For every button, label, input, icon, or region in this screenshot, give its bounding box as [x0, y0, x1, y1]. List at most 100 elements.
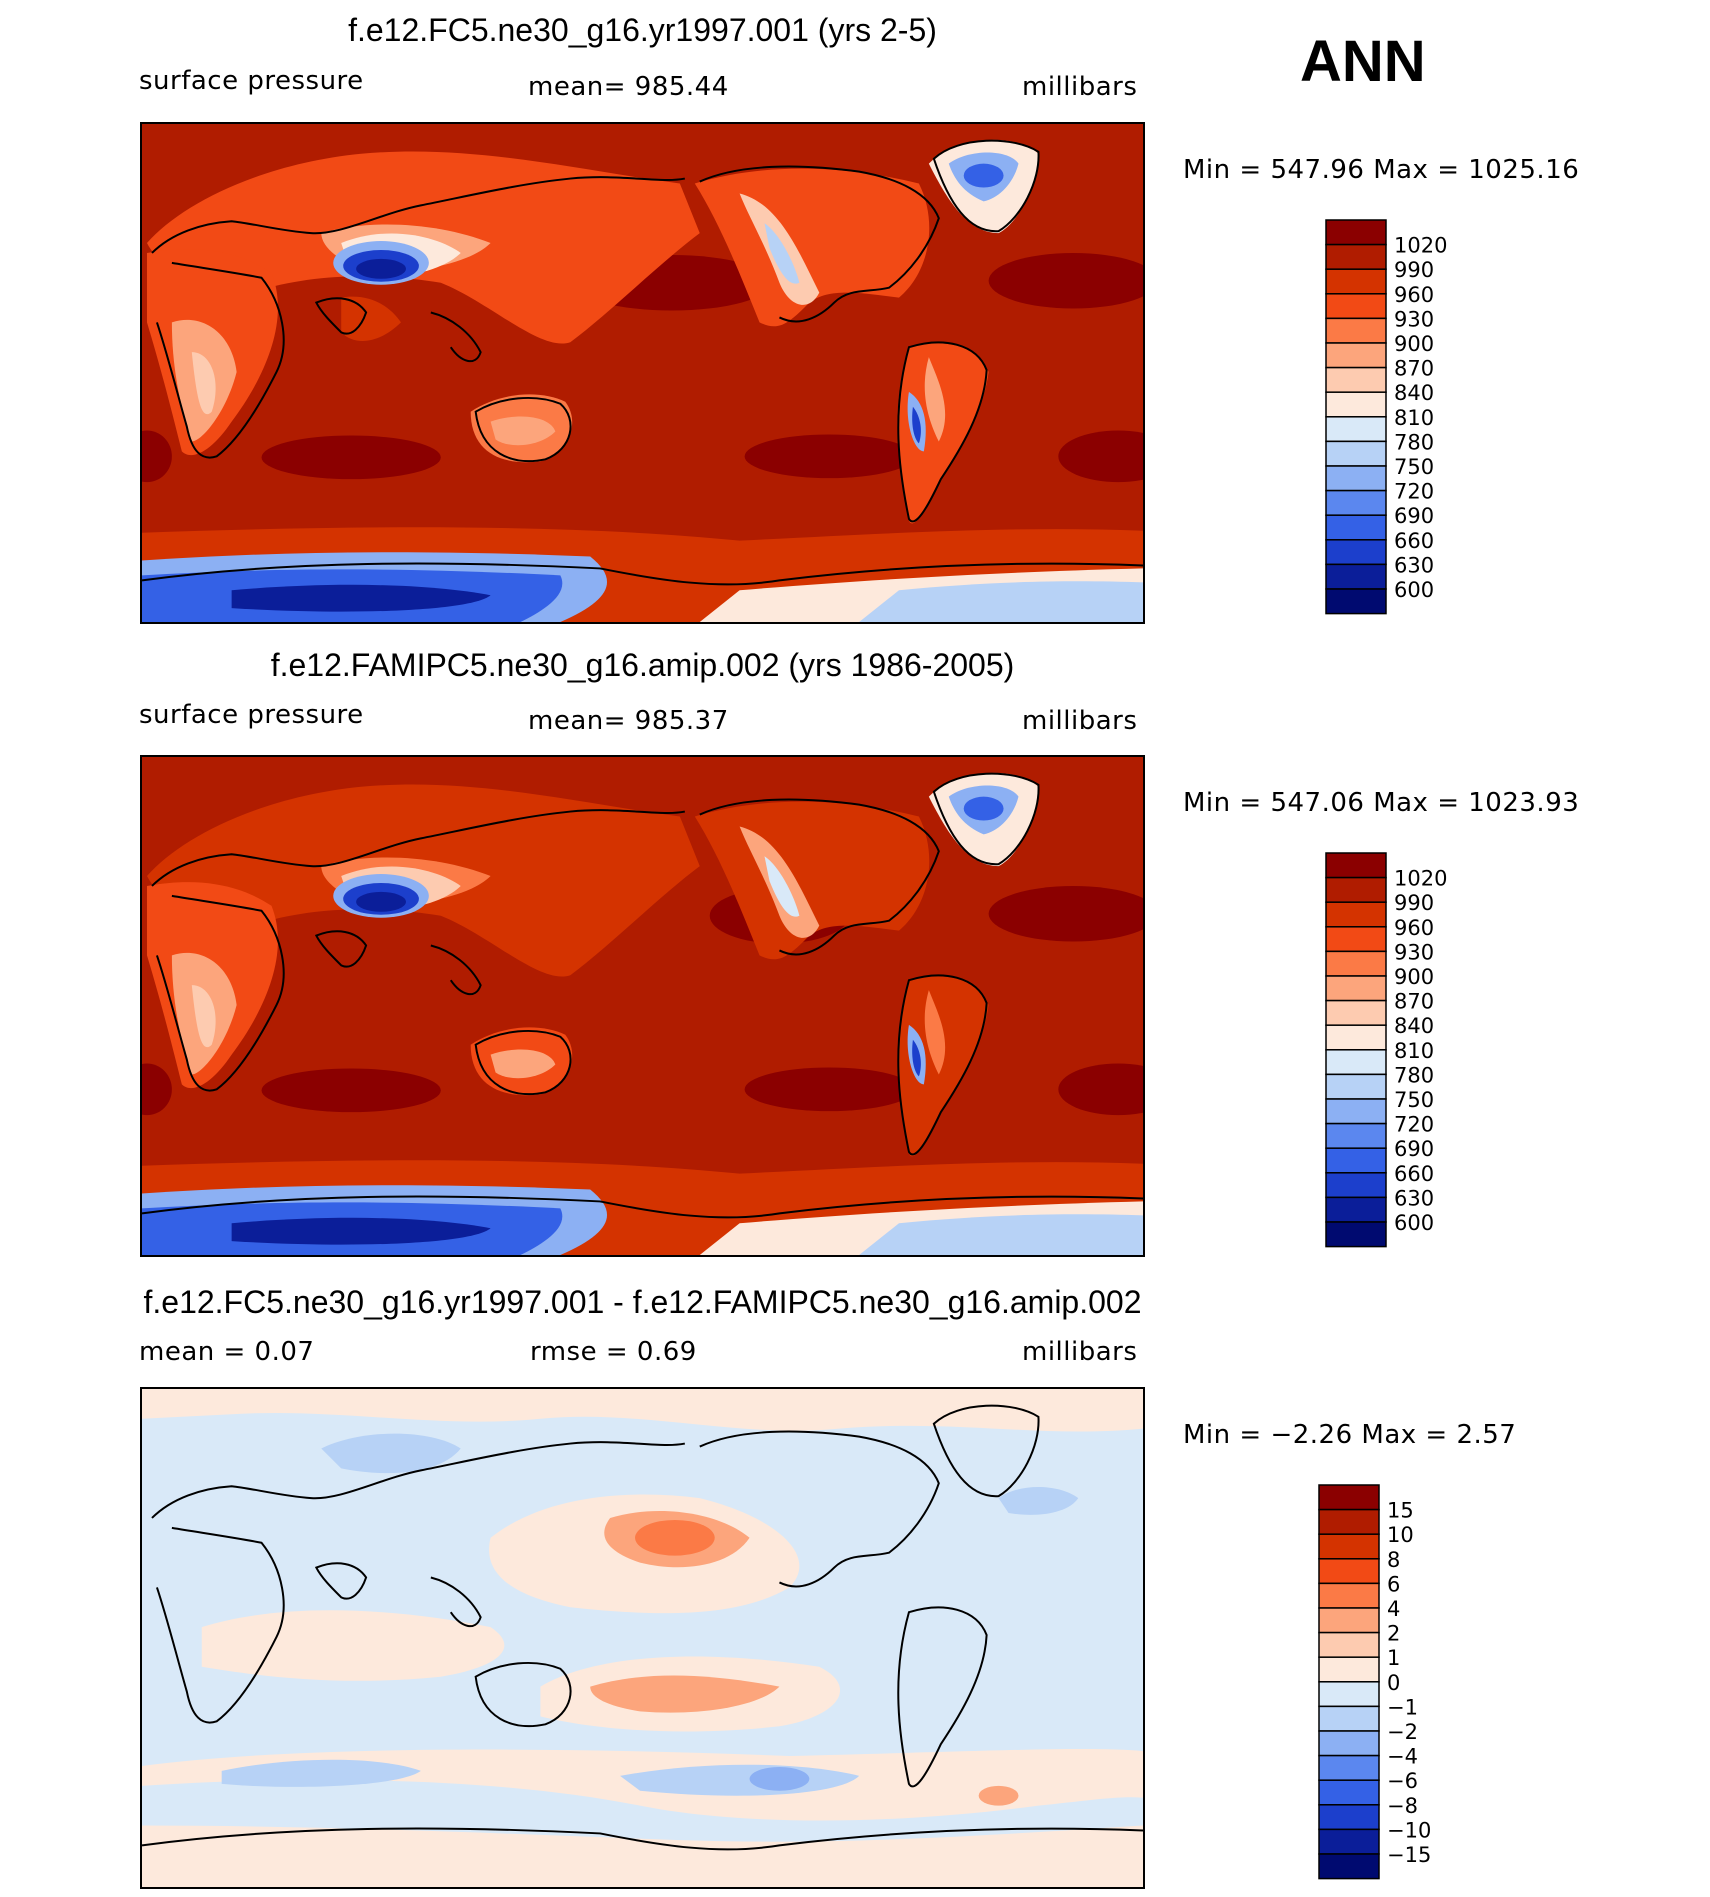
colorbar-tick-label: 1020	[1394, 867, 1447, 891]
colorbar-box	[1318, 1484, 1380, 1511]
colorbar-tick-label: 690	[1394, 1137, 1434, 1161]
colorbar-box	[1325, 999, 1387, 1026]
panel1-colorbar: 1020 990 960 930 900 870 840 810 780 750 720 690 660…	[1325, 219, 1486, 622]
panel2-colorbar: 1020 990 960 930 900 870 840 810 780 750 720 690 660…	[1325, 852, 1486, 1255]
colorbar-tick-label: 600	[1394, 578, 1434, 602]
colorbar-tick-label: 810	[1394, 1039, 1434, 1063]
colorbar-box	[1318, 1804, 1380, 1831]
colorbar-box	[1325, 1221, 1387, 1248]
colorbar-box	[1318, 1730, 1380, 1757]
colorbar-box	[1325, 1196, 1387, 1223]
colorbar-tick-label: 750	[1394, 1088, 1434, 1112]
colorbar-tick-label: −8	[1387, 1794, 1418, 1818]
colorbar-box	[1325, 1122, 1387, 1149]
colorbar-box	[1325, 416, 1387, 443]
colorbar-tick-label: −1	[1387, 1695, 1418, 1719]
colorbar-tick-label: −4	[1387, 1745, 1418, 1769]
colorbar-tick-label: 4	[1387, 1597, 1400, 1621]
colorbar-box	[1318, 1705, 1380, 1732]
colorbar-box	[1318, 1656, 1380, 1683]
colorbar-tick-label: 15	[1387, 1499, 1414, 1523]
panel1-minmax-label: Min = 547.96 Max = 1025.16	[1183, 155, 1580, 185]
colorbar-tick-label: 10	[1387, 1523, 1414, 1547]
panel3-units-label: millibars	[1022, 1337, 1138, 1367]
colorbar-box	[1325, 293, 1387, 320]
colorbar-tick-label: 900	[1394, 965, 1434, 989]
colorbar-box	[1325, 588, 1387, 615]
panel3-mean-label: mean = 0.07	[139, 1337, 315, 1367]
colorbar-tick-label: −6	[1387, 1769, 1418, 1793]
season-label: ANN	[1300, 29, 1426, 94]
panel3-difference-map	[140, 1387, 1145, 1889]
colorbar-tick-label: 960	[1394, 283, 1434, 307]
colorbar-tick-label: 810	[1394, 406, 1434, 430]
panel1-title: f.e12.FC5.ne30_g16.yr1997.001 (yrs 2-5)	[348, 12, 937, 48]
colorbar-box	[1318, 1582, 1380, 1609]
colorbar-tick-label: 930	[1394, 307, 1434, 331]
colorbar-tick-label: 870	[1394, 357, 1434, 381]
colorbar-box	[1325, 1147, 1387, 1174]
colorbar-tick-label: 8	[1387, 1548, 1400, 1572]
colorbar-box	[1325, 926, 1387, 953]
colorbar-box	[1318, 1607, 1380, 1634]
colorbar-box	[1325, 1024, 1387, 1051]
colorbar-tick-label: 0	[1387, 1671, 1400, 1695]
colorbar-box	[1325, 1049, 1387, 1076]
colorbar-box	[1318, 1853, 1380, 1880]
colorbar-tick-label: 960	[1394, 916, 1434, 940]
panel1-variable-label: surface pressure	[139, 66, 364, 96]
panel2-title: f.e12.FAMIPC5.ne30_g16.amip.002 (yrs 198…	[270, 647, 1015, 683]
colorbar-box	[1325, 391, 1387, 418]
colorbar-tick-label: 690	[1394, 504, 1434, 528]
colorbar-tick-label: 900	[1394, 332, 1434, 356]
colorbar-box	[1325, 514, 1387, 541]
panel3-minmax-label: Min = −2.26 Max = 2.57	[1183, 1420, 1517, 1450]
colorbar-tick-label: 990	[1394, 258, 1434, 282]
colorbar-box	[1318, 1558, 1380, 1585]
colorbar-box	[1325, 243, 1387, 270]
colorbar-box	[1325, 342, 1387, 369]
colorbar-tick-label: 720	[1394, 1113, 1434, 1137]
colorbar-box	[1325, 489, 1387, 516]
colorbar-tick-label: 870	[1394, 990, 1434, 1014]
colorbar-box	[1325, 975, 1387, 1002]
panel1-units-label: millibars	[1022, 72, 1138, 102]
colorbar-tick-label: −15	[1387, 1843, 1431, 1867]
colorbar-box	[1325, 901, 1387, 928]
panel2-mean-label: mean= 985.37	[528, 706, 729, 736]
colorbar-tick-label: 750	[1394, 455, 1434, 479]
colorbar-tick-label: 720	[1394, 480, 1434, 504]
colorbar-box	[1325, 539, 1387, 566]
colorbar-box	[1318, 1754, 1380, 1781]
panel3-rmse-label: rmse = 0.69	[530, 1337, 697, 1367]
colorbar-box	[1325, 440, 1387, 467]
colorbar-box	[1325, 219, 1387, 246]
colorbar-tick-label: 600	[1394, 1211, 1434, 1235]
colorbar-tick-label: 660	[1394, 529, 1434, 553]
colorbar-tick-label: 6	[1387, 1572, 1400, 1596]
panel3-title: f.e12.FC5.ne30_g16.yr1997.001 - f.e12.FA…	[143, 1284, 1142, 1320]
colorbar-box	[1325, 366, 1387, 393]
colorbar-box	[1325, 465, 1387, 492]
panel1-map	[140, 122, 1145, 624]
colorbar-box	[1325, 563, 1387, 590]
colorbar-box	[1325, 268, 1387, 295]
colorbar-tick-label: 840	[1394, 1014, 1434, 1038]
colorbar-tick-label: 1	[1387, 1646, 1400, 1670]
colorbar-box	[1318, 1779, 1380, 1806]
colorbar-box	[1325, 876, 1387, 903]
panel2-variable-label: surface pressure	[139, 700, 364, 730]
colorbar-tick-label: −2	[1387, 1720, 1418, 1744]
colorbar-box	[1325, 852, 1387, 879]
colorbar-tick-label: 990	[1394, 891, 1434, 915]
colorbar-tick-label: 660	[1394, 1162, 1434, 1186]
colorbar-box	[1325, 1172, 1387, 1199]
colorbar-box	[1318, 1828, 1380, 1855]
panel2-units-label: millibars	[1022, 706, 1138, 736]
colorbar-tick-label: 930	[1394, 940, 1434, 964]
panel3-colorbar: 15 10 8 6 4 2 1 0 −1 −2 −4 −6 −8 −10 −15	[1318, 1484, 1479, 1887]
colorbar-tick-label: 840	[1394, 381, 1434, 405]
colorbar-box	[1325, 1098, 1387, 1125]
colorbar-box	[1318, 1533, 1380, 1560]
colorbar-tick-label: 630	[1394, 1186, 1434, 1210]
